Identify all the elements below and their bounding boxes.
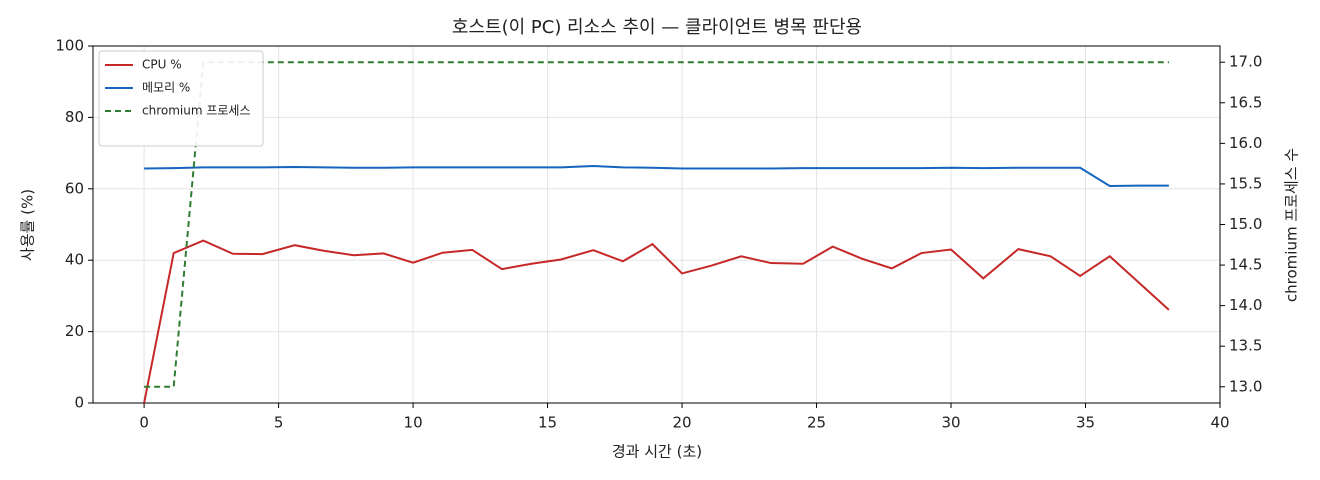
series-line [143, 239, 1170, 404]
y-tick-label: 0 [74, 394, 84, 412]
y2-tick-label: 17.0 [1229, 53, 1262, 71]
series-line [144, 61, 1169, 388]
x-tick-label: 30 [941, 414, 960, 432]
y-tick-label: 60 [65, 179, 84, 197]
legend-label: CPU % [142, 58, 182, 72]
y2-tick-label: 13.0 [1229, 377, 1262, 395]
x-tick-label: 25 [807, 414, 826, 432]
y2-tick-label: 16.0 [1229, 134, 1262, 152]
series-line [144, 164, 1169, 187]
legend-box [98, 50, 264, 147]
x-tick-label: 20 [673, 414, 692, 432]
x-tick-label: 15 [538, 414, 557, 432]
x-tick-label: 5 [274, 414, 284, 432]
y2-tick-label: 14.0 [1229, 296, 1262, 314]
x-tick-label: 40 [1210, 414, 1229, 432]
y2-tick-label: 15.5 [1229, 174, 1262, 192]
y-tick-label: 100 [55, 37, 84, 55]
y2-tick-label: 14.5 [1229, 256, 1262, 274]
y-tick-label: 40 [65, 251, 84, 269]
y-tick-label: 80 [65, 108, 84, 126]
plot-frame [92, 45, 1221, 404]
y-axis-label: 사용률 (%) [19, 189, 37, 261]
legend-label: chromium 프로세스 [142, 104, 251, 118]
x-tick-label: 0 [139, 414, 149, 432]
y2-tick-label: 15.0 [1229, 215, 1262, 233]
x-tick-label: 10 [404, 414, 423, 432]
y2-tick-label: 13.5 [1229, 337, 1262, 355]
y2-tick-label: 16.5 [1229, 93, 1262, 111]
y2-axis-label: chromium 프로세스 수 [1283, 148, 1301, 302]
legend-label: 메모리 % [142, 81, 190, 95]
x-tick-label: 35 [1076, 414, 1095, 432]
y-tick-label: 20 [65, 322, 84, 340]
chart-title: 호스트(이 PC) 리소스 추이 — 클라이언트 병목 판단용 [452, 17, 862, 38]
x-axis-label: 경과 시간 (초) [612, 443, 702, 461]
